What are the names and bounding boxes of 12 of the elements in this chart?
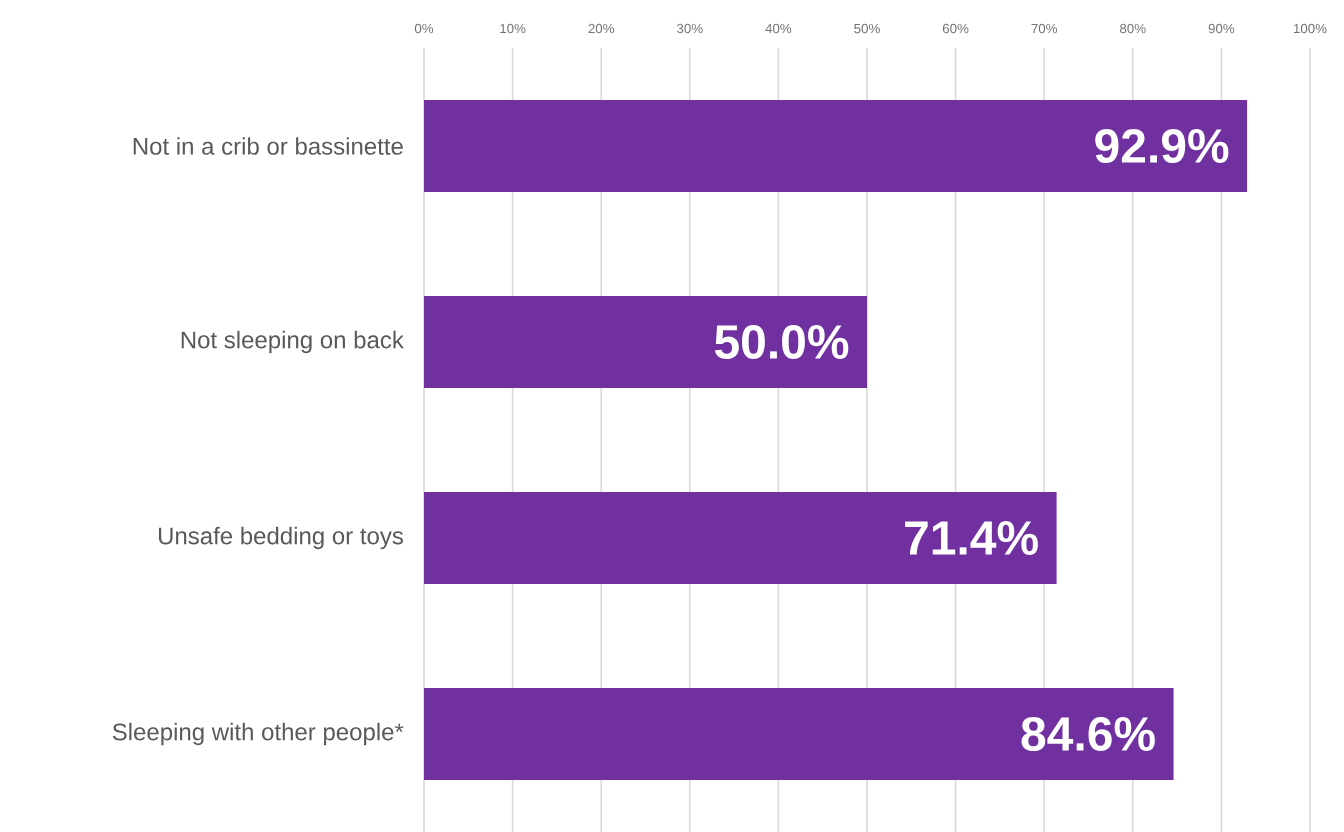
y-tick-label: Unsafe bedding or toys	[158, 526, 403, 550]
data-label: 84.6%	[1021, 716, 1155, 751]
y-tick-label: Not sleeping on back	[181, 330, 404, 354]
data-label: 50.0%	[714, 324, 849, 359]
data-label: 71.4%	[905, 521, 1038, 555]
bar	[424, 295, 867, 389]
y-tick-label: Not in a crib or bassinette	[133, 137, 403, 155]
y-tick-label: Sleeping with other people*	[112, 722, 404, 746]
bar	[424, 491, 1057, 585]
data-label: 92.9%	[1095, 128, 1229, 163]
bar	[424, 687, 1174, 781]
bar	[424, 99, 1248, 193]
